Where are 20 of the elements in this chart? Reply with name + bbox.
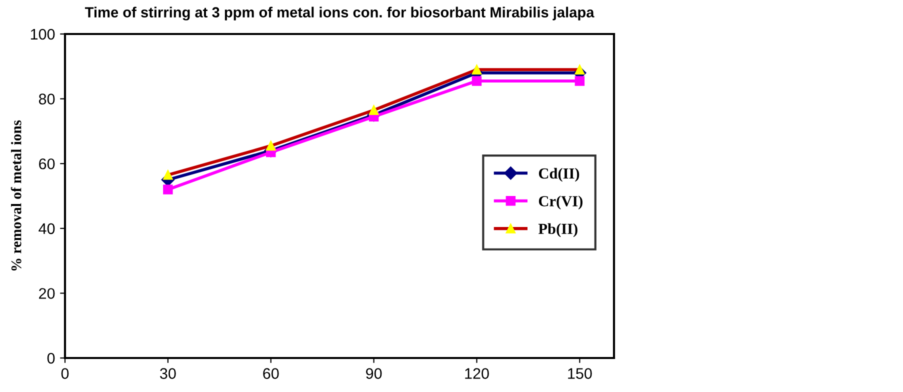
point — [163, 184, 173, 194]
x-tick-label: 0 — [61, 368, 69, 379]
x-tick-label: 150 — [568, 368, 592, 379]
point — [472, 76, 482, 86]
legend-label: Cr(VI) — [538, 196, 582, 210]
y-tick-label: 0 — [47, 352, 55, 364]
x-tick-label: 30 — [160, 368, 176, 379]
y-axis-title: % removal of metal ions — [10, 120, 22, 271]
chart-title: Time of stirring at 3 ppm of metal ions con. for biosorbant Mirabilis jalapa — [84, 6, 594, 20]
point — [574, 76, 585, 86]
x-tick-label: 60 — [263, 368, 279, 379]
y-tick-label: 40 — [38, 223, 55, 234]
y-tick-label: 100 — [30, 28, 55, 40]
y-tick-label: 60 — [39, 158, 55, 170]
legend-label: Cd(II) — [538, 168, 580, 182]
legend-label: Pb(II) — [538, 223, 578, 238]
y-tick-label: 20 — [39, 288, 55, 299]
x-tick-label: 120 — [465, 368, 489, 379]
y-tick-label: 80 — [38, 94, 55, 104]
x-tick-label: 90 — [366, 368, 382, 379]
